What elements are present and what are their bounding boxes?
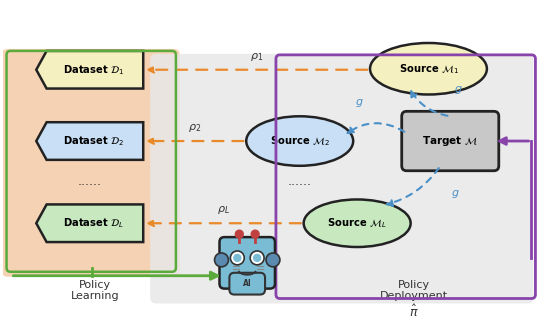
Text: $\hat{\pi}$: $\hat{\pi}$ xyxy=(409,304,419,320)
Text: Policy
Deployment: Policy Deployment xyxy=(380,280,448,301)
Circle shape xyxy=(214,253,228,267)
Circle shape xyxy=(254,254,261,261)
Text: $g$: $g$ xyxy=(355,98,363,110)
Text: $\rho_2$: $\rho_2$ xyxy=(188,122,201,134)
Text: Target $\mathcal{M}$: Target $\mathcal{M}$ xyxy=(422,134,478,148)
Text: AI: AI xyxy=(243,279,252,288)
Text: $g$: $g$ xyxy=(454,84,462,96)
FancyBboxPatch shape xyxy=(402,111,499,171)
Ellipse shape xyxy=(370,43,487,95)
Text: $\rho_L$: $\rho_L$ xyxy=(217,204,230,216)
Circle shape xyxy=(234,254,241,261)
Circle shape xyxy=(235,230,243,238)
Circle shape xyxy=(231,251,244,265)
Text: ......: ...... xyxy=(288,175,312,188)
Text: $\rho_1$: $\rho_1$ xyxy=(250,51,264,63)
Circle shape xyxy=(251,230,259,238)
Ellipse shape xyxy=(246,116,353,166)
Ellipse shape xyxy=(303,200,410,247)
Text: Policy
Learning: Policy Learning xyxy=(70,280,119,301)
Circle shape xyxy=(266,253,280,267)
Text: Source $\mathcal{M}_2$: Source $\mathcal{M}_2$ xyxy=(270,134,329,148)
Polygon shape xyxy=(36,122,143,160)
FancyBboxPatch shape xyxy=(2,49,180,277)
Polygon shape xyxy=(36,204,143,242)
FancyBboxPatch shape xyxy=(150,54,534,304)
Text: Source $\mathcal{M}_1$: Source $\mathcal{M}_1$ xyxy=(399,62,458,75)
Text: ......: ...... xyxy=(78,175,102,188)
FancyBboxPatch shape xyxy=(219,237,275,289)
FancyBboxPatch shape xyxy=(230,273,265,295)
Polygon shape xyxy=(36,51,143,88)
Circle shape xyxy=(250,251,264,265)
Text: Dataset $\mathcal{D}_L$: Dataset $\mathcal{D}_L$ xyxy=(63,216,124,230)
Text: Dataset $\mathcal{D}_2$: Dataset $\mathcal{D}_2$ xyxy=(63,134,124,148)
Text: $g$: $g$ xyxy=(451,188,460,200)
Text: Source $\mathcal{M}_L$: Source $\mathcal{M}_L$ xyxy=(327,216,387,230)
Text: Dataset $\mathcal{D}_1$: Dataset $\mathcal{D}_1$ xyxy=(63,63,124,77)
